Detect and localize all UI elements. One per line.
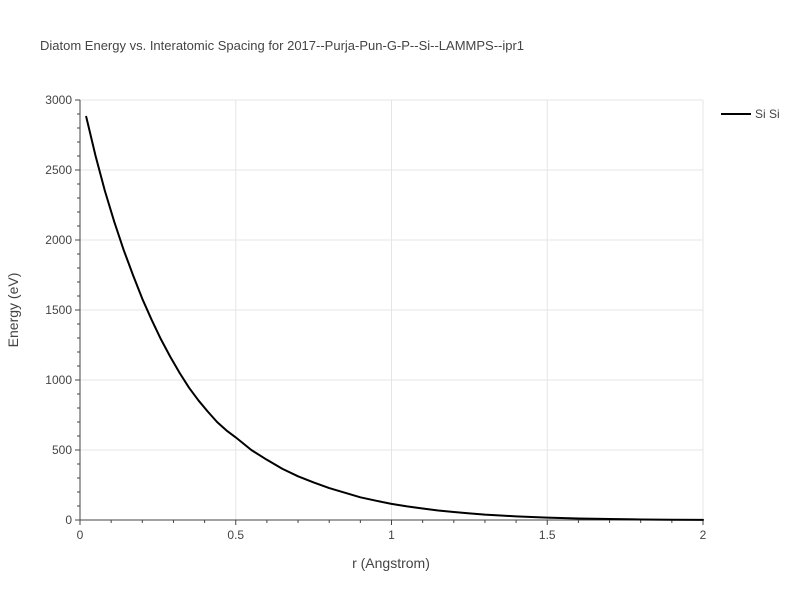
x-tick-label: 0.5 [227, 528, 244, 542]
x-tick-label: 2 [700, 528, 707, 542]
y-tick-label: 2000 [45, 233, 72, 247]
y-axis-title: Energy (eV) [5, 273, 21, 348]
y-tick-label: 500 [52, 443, 72, 457]
x-tick-label: 1.5 [539, 528, 556, 542]
chart-title: Diatom Energy vs. Interatomic Spacing fo… [40, 38, 524, 53]
y-tick-label: 1000 [45, 373, 72, 387]
grid [80, 99, 704, 520]
legend-item[interactable]: Si Si [721, 107, 780, 121]
y-tick-label: 1500 [45, 303, 72, 317]
x-tick-label: 0 [77, 528, 84, 542]
legend-label: Si Si [755, 107, 780, 121]
y-tick-label: 2500 [45, 163, 72, 177]
x-axis-title: r (Angstrom) [352, 555, 430, 571]
axes: 0 0.5 1 1.5 2 0 500 1000 1500 2000 2500 3000 [45, 93, 706, 542]
x-tick-label: 1 [388, 528, 395, 542]
series-line-0 [85, 115, 704, 521]
series-layer [85, 115, 704, 521]
y-tick-label: 0 [65, 513, 72, 527]
legend[interactable]: Si Si [721, 107, 780, 121]
y-tick-label: 3000 [45, 93, 72, 107]
